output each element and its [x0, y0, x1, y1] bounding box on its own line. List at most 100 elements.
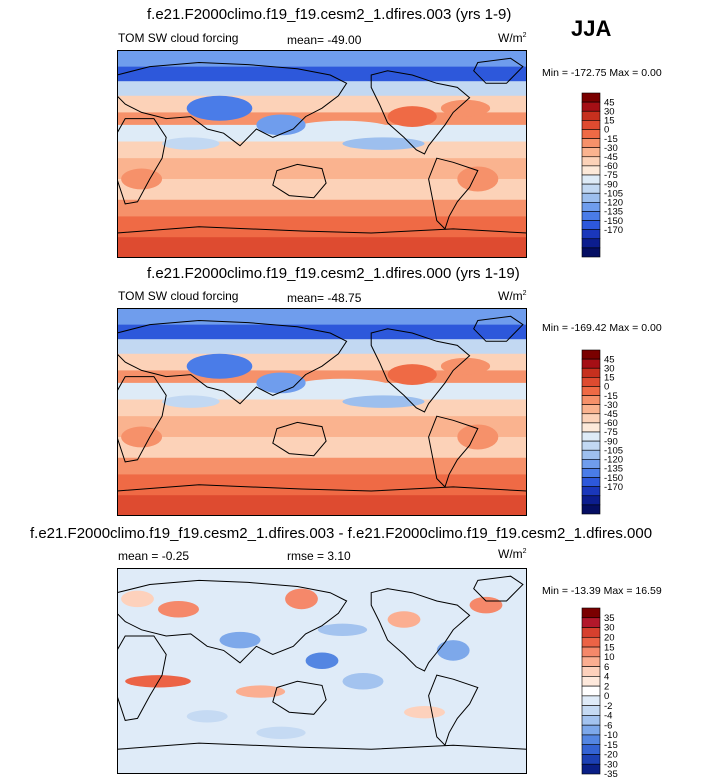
map-frame [117, 50, 527, 258]
colorbar-level-label: 0 [604, 125, 609, 136]
colorbar-level-label: 30 [604, 623, 615, 634]
coastline [428, 157, 479, 230]
field-patch [186, 353, 253, 379]
colorbar-box [581, 617, 601, 628]
colorbar-level-label: 20 [604, 632, 615, 643]
colorbar-level-label: -105 [604, 445, 623, 456]
field-band [117, 324, 527, 340]
field-patch [387, 106, 437, 127]
colorbar-level-label: -15 [604, 740, 618, 751]
field-patch [305, 652, 339, 669]
field-patch [235, 685, 286, 698]
coastline [370, 328, 471, 413]
field-patch [317, 623, 368, 636]
field-patch [293, 378, 392, 396]
panel-1-minmax: Min = -172.75 Max = 0.00 [542, 67, 662, 79]
field-patch [342, 137, 425, 150]
coastline [117, 579, 348, 664]
colorbar-level-label: -120 [604, 198, 623, 209]
panel-2-mean-label: mean= -48.75 [287, 291, 362, 305]
colorbar-level-label: -15 [604, 391, 618, 402]
colorbar-box [581, 431, 601, 442]
colorbar-level-label: 0 [604, 691, 609, 702]
colorbar-box [581, 238, 601, 249]
colorbar-box [581, 147, 601, 158]
colorbar-level-label: -90 [604, 436, 618, 447]
colorbar-level-label: -90 [604, 179, 618, 190]
colorbar-level-label: -4 [604, 711, 612, 722]
colorbar-box [581, 676, 601, 687]
panel-3-rmse-label: rmse = 3.10 [287, 549, 351, 563]
colorbar-box [581, 377, 601, 387]
field-band [117, 457, 527, 475]
colorbar-box [581, 495, 601, 506]
colorbar-level-label: 35 [604, 613, 615, 624]
colorbar-box [581, 120, 601, 130]
colorbar-box [581, 504, 601, 515]
colorbar-box [581, 705, 601, 716]
colorbar-level-label: -170 [604, 225, 623, 236]
colorbar-level-label: -135 [604, 464, 623, 475]
field-background [117, 568, 527, 774]
colorbar-box [581, 468, 601, 478]
colorbar-box [581, 422, 601, 433]
colorbar-box [581, 404, 601, 415]
panel-1-units: W/m2 [498, 31, 527, 45]
field-band [117, 436, 527, 459]
colorbar-box [581, 358, 601, 369]
field-patch [342, 673, 384, 690]
colorbar-box [581, 183, 601, 194]
panel-2-colorbar: 4530150-15-30-45-60-75-90-105-120-135-15… [581, 349, 623, 515]
coastline [272, 680, 327, 715]
colorbar-level-label: -170 [604, 482, 623, 493]
panel-1-colorbar: 4530150-15-30-45-60-75-90-105-120-135-15… [581, 92, 623, 258]
colorbar-level-label: 15 [604, 642, 615, 653]
panel-2-variable-label: TOM SW cloud forcing [118, 289, 239, 303]
field-patch [285, 588, 318, 610]
colorbar-box [581, 627, 601, 638]
panel-3-mean-label: mean = -0.25 [118, 549, 190, 563]
colorbar-box [581, 413, 601, 424]
colorbar-box [581, 715, 601, 726]
season-label: JJA [571, 16, 612, 41]
panel-3-map [117, 568, 527, 774]
field-patch [293, 120, 392, 138]
coastline [473, 57, 524, 84]
colorbar-level-label: 15 [604, 116, 615, 127]
coastline [117, 226, 527, 258]
colorbar-box [581, 220, 601, 230]
colorbar-box [581, 202, 601, 212]
colorbar-level-label: -2 [604, 701, 612, 712]
colorbar-level-label: -10 [604, 730, 618, 741]
colorbar-box [581, 110, 601, 121]
field-band [117, 178, 527, 201]
colorbar-level-label: -60 [604, 418, 618, 429]
colorbar-box [581, 486, 601, 497]
coastline [117, 376, 167, 463]
colorbar-level-label: -150 [604, 216, 623, 227]
field-patch [342, 395, 425, 408]
field-patch [158, 600, 199, 618]
panel-1-map [117, 50, 527, 258]
coastline [117, 118, 167, 205]
colorbar-level-label: -135 [604, 207, 623, 218]
field-patch [387, 364, 437, 385]
colorbar-level-label: -105 [604, 188, 623, 199]
colorbar-level-label: -20 [604, 750, 618, 761]
field-band [117, 50, 527, 68]
colorbar-level-label: -15 [604, 134, 618, 145]
colorbar-box [581, 367, 601, 378]
colorbar-box [581, 449, 601, 460]
field-patch [121, 426, 163, 448]
panel-2-map [117, 308, 527, 516]
colorbar-level-label: -30 [604, 143, 618, 154]
map-frame [117, 308, 527, 516]
coastline [117, 319, 348, 405]
field-band [117, 237, 527, 258]
panel-2-minmax: Min = -169.42 Max = 0.00 [542, 322, 662, 334]
colorbar-box [581, 395, 601, 405]
colorbar-level-label: -35 [604, 769, 618, 780]
field-patch [387, 611, 421, 628]
colorbar-box [581, 636, 601, 648]
